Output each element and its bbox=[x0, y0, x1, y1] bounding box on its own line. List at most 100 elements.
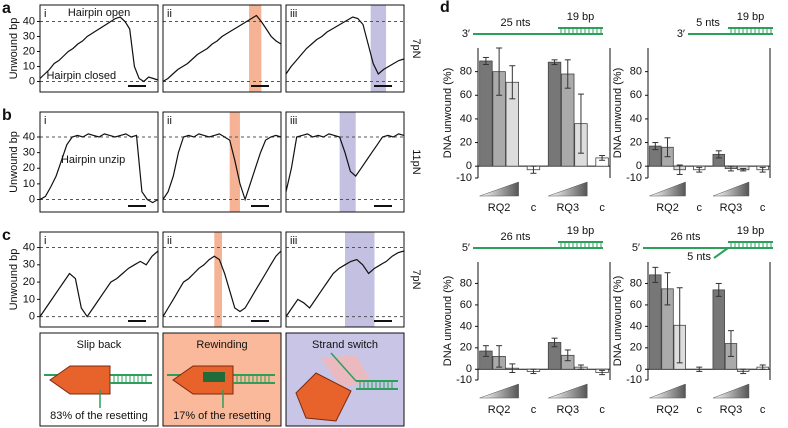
bar bbox=[547, 61, 562, 167]
bar bbox=[479, 60, 493, 167]
helicase bbox=[295, 372, 352, 422]
highlight-span bbox=[345, 232, 375, 327]
strand-end: 5′ bbox=[462, 242, 470, 254]
plot-frame bbox=[162, 231, 282, 328]
y-tick-label: 0 bbox=[29, 193, 35, 205]
x-tick-label: RQ2 bbox=[656, 404, 679, 416]
plot-frame bbox=[285, 4, 405, 93]
x-tick-label: RQ3 bbox=[556, 202, 579, 214]
x-tick-label: c bbox=[696, 202, 702, 214]
y-tick-label: 60 bbox=[460, 299, 472, 311]
concentration-wedge bbox=[712, 383, 750, 399]
y-axis-label: Unwound bp bbox=[8, 131, 20, 193]
plot-frame bbox=[285, 111, 405, 213]
strand-end: 3′ bbox=[677, 28, 685, 40]
annotation: Hairpin open bbox=[68, 7, 130, 19]
concentration-wedge bbox=[479, 383, 519, 399]
annotation: Hairpin closed bbox=[46, 70, 116, 82]
y-tick-label: 80 bbox=[630, 277, 642, 289]
y-tick-label: 30 bbox=[23, 30, 35, 42]
y-tick-label: 60 bbox=[630, 299, 642, 311]
y-tick-label: 40 bbox=[630, 320, 642, 332]
strand-end: 5′ bbox=[632, 242, 640, 254]
plot-frame bbox=[162, 4, 282, 93]
y-tick-label: 80 bbox=[630, 66, 642, 78]
y-tick-label: 40 bbox=[460, 320, 472, 332]
y-tick-label: 40 bbox=[23, 15, 35, 27]
y-axis-label: DNA unwound (%) bbox=[442, 276, 454, 367]
flap bbox=[713, 247, 729, 259]
x-tick-label: RQ3 bbox=[556, 404, 579, 416]
y-tick-label: 10 bbox=[23, 60, 35, 72]
y-axis-label: DNA unwound (%) bbox=[612, 68, 624, 159]
x-tick-label: RQ2 bbox=[488, 202, 511, 214]
model-caption: 83% of the resetting bbox=[50, 410, 148, 422]
concentration-wedge bbox=[649, 383, 686, 399]
y-tick-label: 10 bbox=[23, 178, 35, 190]
y-tick-label: 0 bbox=[636, 363, 642, 375]
panel-letter: c bbox=[2, 227, 11, 244]
y-tick-label: 80 bbox=[460, 277, 472, 289]
x-tick-label: c bbox=[599, 202, 605, 214]
annotation: Hairpin unzip bbox=[61, 154, 125, 166]
trace bbox=[39, 133, 159, 204]
tail-length: 26 nts bbox=[501, 231, 531, 243]
force-label: 11pN bbox=[410, 149, 422, 175]
y-tick-label: 20 bbox=[23, 276, 35, 288]
y-tick-label: 20 bbox=[460, 136, 472, 148]
x-tick-label: RQ2 bbox=[488, 404, 511, 416]
y-tick-label: 20 bbox=[630, 342, 642, 354]
flap-length: 5 nts bbox=[687, 251, 711, 263]
trace bbox=[285, 133, 405, 192]
y-axis-label: Unwound bp bbox=[8, 249, 20, 311]
y-tick-label: 0 bbox=[636, 160, 642, 172]
y-axis-label: DNA unwound (%) bbox=[612, 276, 624, 367]
duplex-length: 19 bp bbox=[567, 11, 595, 23]
tail-length: 25 nts bbox=[501, 17, 531, 29]
switched-strand bbox=[330, 352, 357, 382]
plot-frame bbox=[39, 231, 159, 328]
y-tick-label: -10 bbox=[626, 172, 642, 184]
y-tick-label: -10 bbox=[456, 374, 472, 386]
helicase-ghost bbox=[321, 355, 371, 388]
y-tick-label: 30 bbox=[23, 147, 35, 159]
plot-frame bbox=[39, 4, 159, 93]
y-tick-label: 30 bbox=[23, 259, 35, 271]
panel-letter: b bbox=[2, 107, 12, 124]
y-tick-label: 40 bbox=[460, 113, 472, 125]
y-tick-label: 40 bbox=[23, 131, 35, 143]
trace bbox=[39, 250, 159, 318]
tail-length: 26 nts bbox=[671, 231, 701, 243]
x-tick-label: c bbox=[696, 404, 702, 416]
y-tick-label: 0 bbox=[466, 160, 472, 172]
tail-length: 5 nts bbox=[696, 17, 720, 29]
panel-letter: d bbox=[440, 0, 450, 16]
subpanel-label: i bbox=[44, 235, 46, 247]
helicase bbox=[49, 365, 111, 395]
duplex-length: 19 bp bbox=[737, 225, 765, 237]
x-tick-label: c bbox=[760, 404, 766, 416]
concentration-wedge bbox=[548, 383, 588, 399]
panel-letter: a bbox=[2, 0, 11, 17]
y-tick-label: 80 bbox=[460, 66, 472, 78]
concentration-wedge bbox=[479, 181, 519, 197]
bar bbox=[649, 274, 662, 370]
trace bbox=[162, 250, 282, 317]
highlight-span bbox=[214, 232, 222, 327]
x-tick-label: c bbox=[760, 202, 766, 214]
y-tick-label: -10 bbox=[626, 374, 642, 386]
model-caption: 17% of the resetting bbox=[173, 410, 271, 422]
force-label: 7pN bbox=[410, 38, 422, 58]
y-tick-label: 20 bbox=[23, 45, 35, 57]
model-title: Slip back bbox=[77, 339, 122, 351]
y-tick-label: 20 bbox=[630, 136, 642, 148]
bar bbox=[712, 289, 725, 370]
x-tick-label: c bbox=[531, 202, 537, 214]
trace bbox=[162, 14, 282, 83]
x-tick-label: c bbox=[531, 404, 537, 416]
plot-frame bbox=[39, 111, 159, 213]
x-tick-label: RQ3 bbox=[720, 202, 743, 214]
y-tick-label: 10 bbox=[23, 293, 35, 305]
y-tick-label: 60 bbox=[460, 89, 472, 101]
